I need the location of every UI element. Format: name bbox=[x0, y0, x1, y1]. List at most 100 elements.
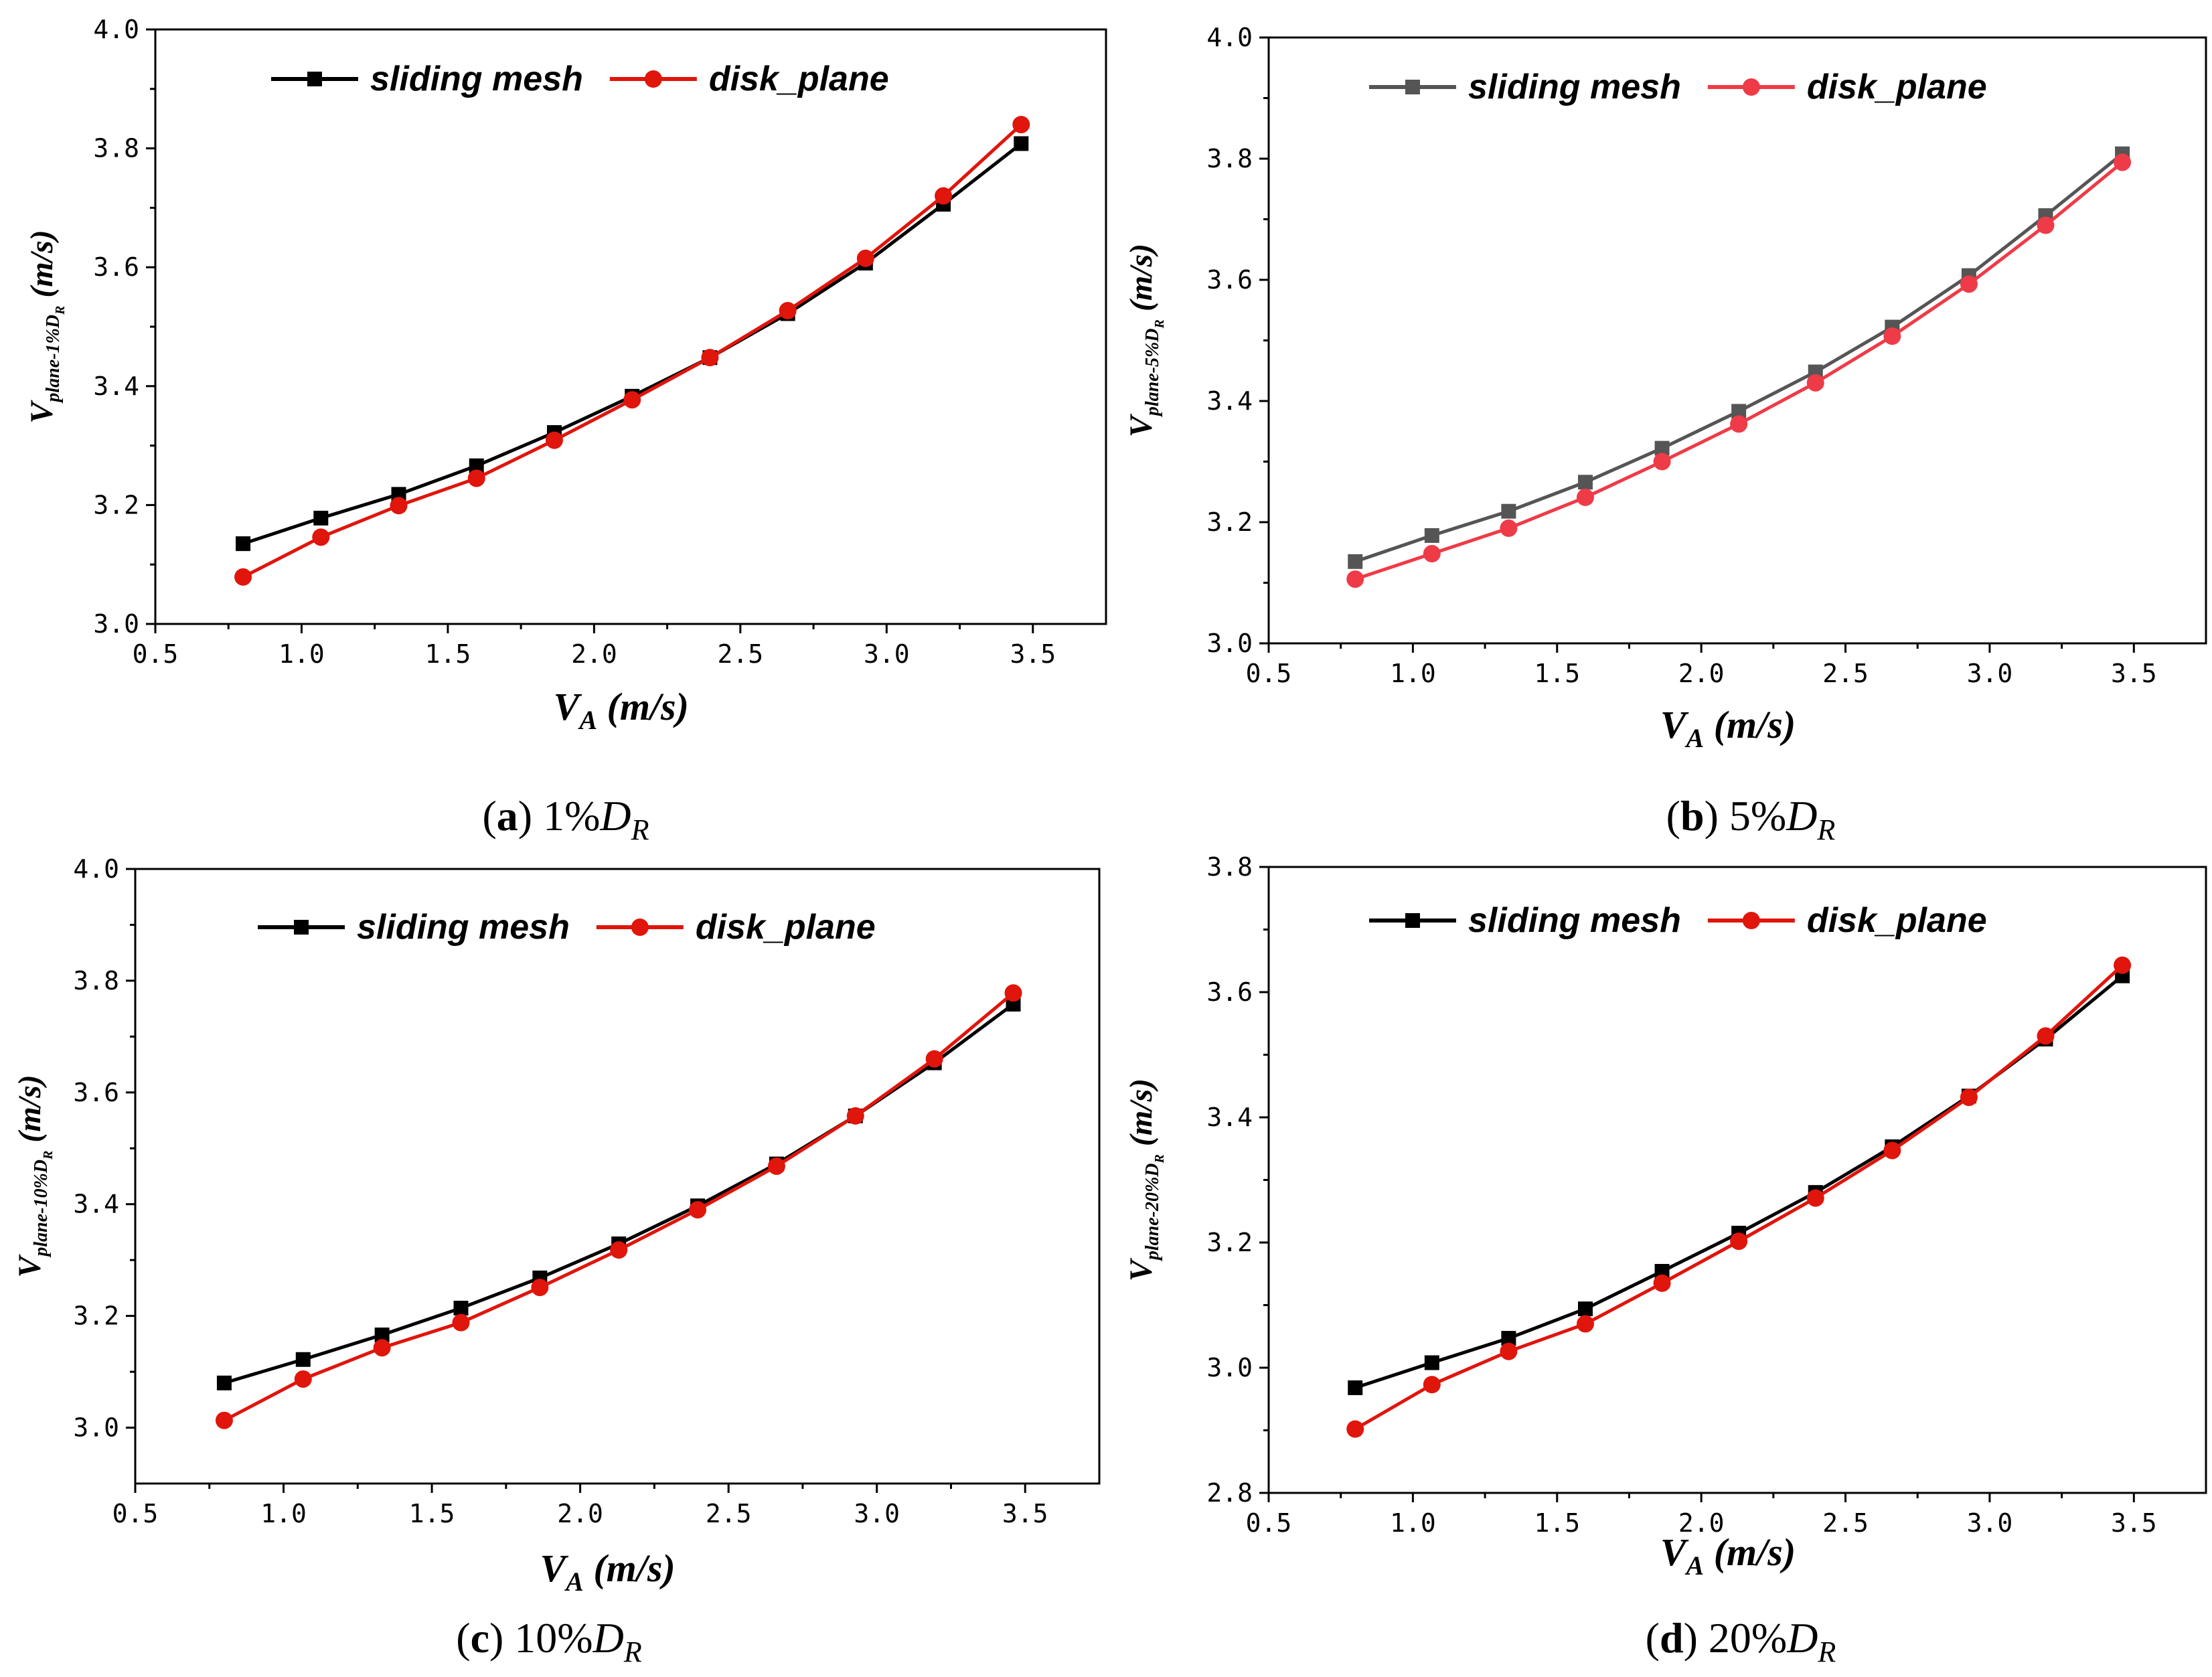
series-line bbox=[242, 123, 1022, 579]
x-axis-title: VA (m/s) bbox=[540, 1546, 675, 1597]
x-tick-label: 3.5 bbox=[1002, 1499, 1048, 1528]
x-tick-label: 2.5 bbox=[1822, 1508, 1869, 1538]
plot-frame bbox=[154, 28, 1107, 625]
data-point bbox=[1577, 475, 1593, 490]
y-tick-label: 3.8 bbox=[1206, 852, 1253, 882]
y-tick-label: 3.2 bbox=[73, 1301, 119, 1331]
plot-frame bbox=[134, 868, 1101, 1485]
data-point bbox=[1653, 453, 1671, 471]
data-point bbox=[1424, 528, 1439, 543]
data-point bbox=[1654, 1264, 1670, 1279]
legend-marker bbox=[1405, 913, 1420, 928]
y-axis-title: Vplane-1%DR (m/s) bbox=[24, 230, 68, 423]
legend-label: disk_plane bbox=[709, 60, 889, 98]
series-disk-plane bbox=[215, 984, 1022, 1429]
series-disk-plane bbox=[1346, 956, 2132, 1438]
x-tick-label: 2.5 bbox=[1822, 659, 1869, 688]
y-tick-label: 3.4 bbox=[93, 372, 139, 401]
x-axis-title: VA (m/s) bbox=[1660, 703, 1796, 753]
x-tick-label: 1.5 bbox=[1534, 1508, 1580, 1538]
y-tick-label: 4.0 bbox=[73, 854, 119, 884]
panel-caption: (c) 10%DR bbox=[456, 1614, 642, 1668]
x-tick-label: 0.5 bbox=[133, 639, 179, 669]
data-point bbox=[295, 1352, 311, 1367]
plot-frame bbox=[1267, 36, 2207, 645]
legend: sliding mesh disk_plane bbox=[258, 908, 876, 947]
x-tick-label: 0.5 bbox=[1246, 1508, 1292, 1538]
panel-b: 0.5 1.0 1.5 2.0 2.5 3.0 3.5 3.0 3.2 3.4 3.6 3.8 4.0 s… bbox=[1123, 23, 2207, 846]
x-tick-label: 3.0 bbox=[1967, 659, 2013, 688]
data-point bbox=[1731, 404, 1747, 419]
legend-marker bbox=[631, 919, 649, 936]
data-point bbox=[1423, 1376, 1441, 1394]
legend-label: disk_plane bbox=[1807, 901, 1987, 940]
x-tick-label: 1.0 bbox=[1390, 1508, 1436, 1538]
data-point bbox=[1960, 275, 1978, 293]
data-point bbox=[1653, 1274, 1671, 1292]
series-line bbox=[242, 142, 1022, 546]
data-point bbox=[313, 510, 329, 526]
data-point bbox=[1014, 136, 1029, 151]
panel-caption: (a) 1%DR bbox=[482, 792, 649, 846]
data-point bbox=[1346, 570, 1364, 588]
data-point bbox=[234, 568, 252, 586]
legend-marker bbox=[644, 70, 662, 88]
x-tick-label: 1.0 bbox=[279, 639, 325, 669]
x-tick-label: 1.5 bbox=[425, 639, 471, 669]
legend-label: sliding mesh bbox=[370, 60, 583, 98]
data-point bbox=[236, 536, 251, 552]
data-point bbox=[1730, 415, 1748, 433]
data-point bbox=[1501, 503, 1516, 519]
y-tick-label: 2.8 bbox=[1206, 1478, 1253, 1508]
x-tick-label: 1.0 bbox=[260, 1499, 307, 1528]
series-sliding-mesh bbox=[1348, 968, 2130, 1395]
y-tick-label: 3.6 bbox=[1206, 265, 1253, 295]
legend: sliding mesh disk_plane bbox=[1369, 68, 1987, 106]
series-line bbox=[1354, 161, 2124, 581]
data-point bbox=[2037, 216, 2055, 234]
data-point bbox=[294, 1370, 312, 1388]
series-sliding-mesh bbox=[216, 996, 1021, 1390]
y-tick-label: 4.0 bbox=[93, 15, 139, 44]
panel-caption: (b) 5%DR bbox=[1666, 792, 1836, 846]
y-tick-label: 3.4 bbox=[1206, 386, 1253, 416]
data-point bbox=[1424, 1355, 1439, 1370]
legend-label: sliding mesh bbox=[1468, 68, 1681, 106]
data-point bbox=[215, 1411, 233, 1429]
data-point bbox=[1577, 1301, 1593, 1317]
data-point bbox=[1806, 374, 1824, 392]
x-tick-label: 3.0 bbox=[1967, 1508, 2013, 1538]
y-tick-label: 3.4 bbox=[73, 1190, 119, 1219]
data-point bbox=[374, 1328, 390, 1343]
y-tick-label: 4.0 bbox=[1206, 23, 1253, 52]
data-point bbox=[2114, 153, 2132, 171]
y-tick-label: 3.8 bbox=[93, 134, 139, 163]
panel-caption: (d) 20%DR bbox=[1646, 1614, 1836, 1668]
data-point bbox=[2037, 1027, 2055, 1045]
series-line bbox=[1354, 974, 2124, 1390]
x-tick-label: 3.0 bbox=[864, 639, 910, 669]
series-disk-plane bbox=[234, 116, 1030, 586]
data-point bbox=[935, 187, 953, 205]
legend-label: disk_plane bbox=[1807, 68, 1987, 106]
data-point bbox=[1004, 984, 1022, 1002]
data-point bbox=[467, 469, 485, 487]
data-point bbox=[1806, 1189, 1824, 1207]
y-tick-label: 3.2 bbox=[93, 490, 139, 520]
data-point bbox=[216, 1375, 232, 1390]
y-tick-label: 3.6 bbox=[93, 252, 139, 282]
data-point bbox=[1348, 1380, 1363, 1395]
data-point bbox=[689, 1201, 707, 1219]
x-tick-label: 3.5 bbox=[1010, 639, 1056, 669]
x-axis-title: VA (m/s) bbox=[1660, 1530, 1796, 1581]
data-point bbox=[1730, 1232, 1748, 1251]
x-tick-label: 1.0 bbox=[1390, 659, 1436, 688]
y-tick-label: 3.8 bbox=[1206, 144, 1253, 173]
x-tick-label: 1.5 bbox=[409, 1499, 455, 1528]
data-point bbox=[1500, 1342, 1518, 1360]
series-sliding-mesh bbox=[236, 136, 1029, 552]
series-sliding-mesh bbox=[1348, 146, 2130, 569]
x-tick-label: 2.5 bbox=[706, 1499, 752, 1528]
data-point bbox=[312, 528, 330, 546]
y-tick-label: 3.0 bbox=[73, 1413, 119, 1443]
